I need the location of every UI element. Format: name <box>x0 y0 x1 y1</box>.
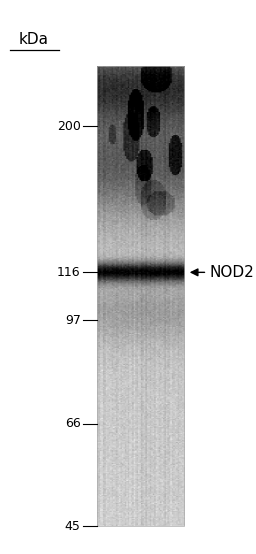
Text: 200: 200 <box>57 120 81 133</box>
Text: 97: 97 <box>65 314 81 327</box>
Text: 116: 116 <box>57 266 81 279</box>
Text: 66: 66 <box>65 417 81 430</box>
Bar <box>97 66 184 526</box>
Text: NOD2: NOD2 <box>210 265 255 280</box>
Text: 45: 45 <box>65 520 81 532</box>
Text: kDa: kDa <box>18 32 48 47</box>
